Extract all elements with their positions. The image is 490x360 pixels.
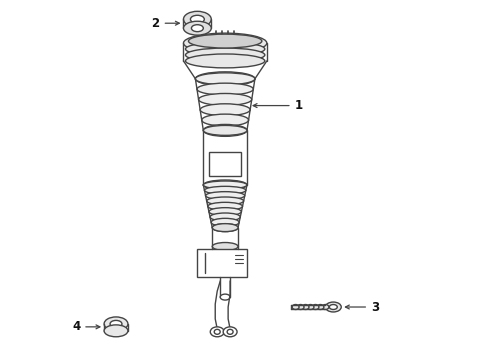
Ellipse shape xyxy=(185,48,265,62)
Ellipse shape xyxy=(185,54,265,68)
Ellipse shape xyxy=(329,305,337,310)
Ellipse shape xyxy=(209,208,242,216)
Ellipse shape xyxy=(307,305,314,310)
Ellipse shape xyxy=(212,243,238,251)
Ellipse shape xyxy=(317,305,324,310)
Ellipse shape xyxy=(220,294,230,300)
Ellipse shape xyxy=(203,125,247,135)
Ellipse shape xyxy=(183,21,211,35)
Ellipse shape xyxy=(212,224,238,231)
Ellipse shape xyxy=(196,73,255,85)
Ellipse shape xyxy=(191,15,204,23)
Ellipse shape xyxy=(322,305,329,310)
Ellipse shape xyxy=(227,329,233,334)
Ellipse shape xyxy=(210,213,240,221)
Ellipse shape xyxy=(297,305,304,310)
Ellipse shape xyxy=(183,11,211,27)
Ellipse shape xyxy=(312,305,319,310)
Ellipse shape xyxy=(200,104,250,116)
Ellipse shape xyxy=(196,72,255,86)
Ellipse shape xyxy=(204,186,246,194)
Ellipse shape xyxy=(198,94,252,105)
Text: 2: 2 xyxy=(151,17,179,30)
Ellipse shape xyxy=(212,224,238,231)
Ellipse shape xyxy=(203,180,247,190)
Ellipse shape xyxy=(183,33,267,53)
Ellipse shape xyxy=(223,327,237,337)
Ellipse shape xyxy=(208,202,243,210)
Bar xyxy=(197,249,247,277)
Ellipse shape xyxy=(197,83,253,95)
Ellipse shape xyxy=(206,192,245,199)
Ellipse shape xyxy=(325,302,341,312)
Text: 3: 3 xyxy=(345,301,379,314)
Ellipse shape xyxy=(302,305,309,310)
Ellipse shape xyxy=(214,329,220,334)
Ellipse shape xyxy=(185,42,265,56)
Ellipse shape xyxy=(192,25,203,32)
Ellipse shape xyxy=(104,317,128,331)
Ellipse shape xyxy=(189,34,262,48)
Ellipse shape xyxy=(203,181,247,189)
Bar xyxy=(209,152,241,176)
Ellipse shape xyxy=(203,125,247,136)
Ellipse shape xyxy=(202,114,248,126)
Ellipse shape xyxy=(207,197,244,205)
Text: 1: 1 xyxy=(253,99,303,112)
Ellipse shape xyxy=(210,327,224,337)
Text: 4: 4 xyxy=(72,320,100,333)
Ellipse shape xyxy=(211,218,239,226)
Ellipse shape xyxy=(104,325,128,337)
Ellipse shape xyxy=(292,305,299,310)
Ellipse shape xyxy=(110,320,122,327)
